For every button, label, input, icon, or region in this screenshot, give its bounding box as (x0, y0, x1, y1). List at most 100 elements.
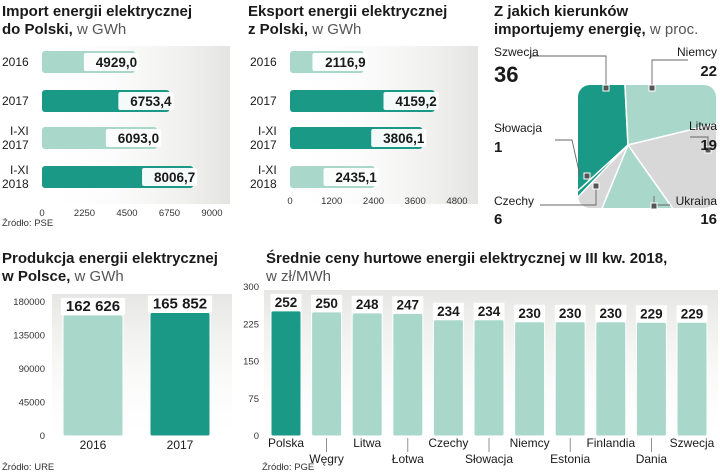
import-bars-value-3: 8006,7 (154, 170, 195, 185)
directions-leader-0 (530, 55, 607, 88)
directions-title-line1: Z jakich kierunków (494, 3, 629, 20)
export-title-line1: Eksport energii elektrycznej (248, 3, 447, 20)
prices-bars-category-2: Litwa (353, 436, 381, 450)
prices-unit: w zł/MWh (265, 268, 331, 285)
directions-value-0: 36 (494, 62, 518, 87)
export-bars-category-0: 2016 (250, 55, 277, 69)
prices-bars-value-9: 229 (640, 306, 663, 321)
import-title-line2: do Polski, w GWh (2, 21, 126, 38)
directions-slice-5 (578, 144, 629, 208)
export-bars-value-bg-2 (371, 129, 427, 147)
prices-bars-value-6: 230 (518, 306, 541, 321)
production-title-line2: w Polsce, w GWh (1, 268, 124, 285)
import-panel: Import energii elektrycznej do Polski, w… (2, 3, 230, 229)
prices-bars-value-8: 230 (600, 306, 623, 321)
prices-bars-category-7: Estonia (550, 452, 590, 466)
import-bars-category-1: 2017 (2, 94, 29, 108)
production-bars-tick-4: 180000 (13, 297, 45, 308)
import-bars-category-2-l2: 2017 (2, 138, 29, 152)
directions-name-0: Szwecja (494, 45, 539, 59)
import-bars-tick-2: 4500 (116, 208, 137, 219)
directions-leader-2 (690, 136, 709, 150)
directions-value-3: 16 (700, 211, 717, 228)
import-bars-value-bg-3 (142, 168, 198, 186)
prices-bars-value-10: 229 (681, 306, 704, 321)
import-title-line1: Import energii elektrycznej (2, 3, 192, 20)
prices-panel: Średnie ceny hurtowe energii elektryczne… (243, 249, 718, 473)
import-bars-category-3-l1: I-XI (10, 163, 29, 177)
directions-name-4: Czechy (494, 194, 534, 208)
prices-bars-bar-7 (554, 321, 586, 437)
directions-value-1: 22 (700, 63, 717, 80)
production-bars-tick-1: 45000 (19, 398, 45, 409)
prices-bars-category-10: Szwecja (670, 436, 715, 450)
directions-name-2: Litwa (689, 119, 717, 133)
directions-slice-4 (578, 144, 629, 208)
export-bars-category-2-l2: 2017 (250, 138, 277, 152)
import-bars-value-bg-2 (105, 129, 162, 147)
production-source: Źródło: URE (2, 462, 54, 473)
export-bars-tick-1: 1200 (321, 196, 342, 207)
directions-name-5: Słowacja (494, 121, 542, 135)
prices-bars-bar-5 (473, 319, 505, 437)
directions-value-2: 19 (700, 137, 717, 154)
prices-bars-value-1: 250 (315, 296, 338, 311)
directions-leader-5 (555, 139, 581, 177)
prices-title: Średnie ceny hurtowe energii elektryczne… (266, 249, 667, 267)
production-bars-tick-0: 0 (40, 431, 45, 442)
directions-marker-0 (602, 84, 610, 92)
export-bars-tick-3: 3600 (405, 196, 426, 207)
directions-slice-1 (620, 85, 716, 146)
export-bars-tick-0: 0 (287, 196, 292, 207)
import-bars-tick-3: 6750 (159, 208, 180, 219)
export-bars-category-3-l1: I-XI (258, 163, 277, 177)
prices-bars-value-3: 247 (397, 297, 420, 312)
export-bars-category-2-l1: I-XI (258, 124, 277, 138)
import-bars-tick-4: 9000 (201, 208, 222, 219)
production-bars-value-0: 162 626 (66, 298, 120, 315)
production-bars-category-1: 2017 (167, 438, 194, 452)
directions-slice-2 (626, 111, 716, 208)
prices-source: Źródło: PGE (262, 462, 314, 473)
directions-panel: Z jakich kierunków importujemy energię, … (494, 3, 717, 228)
prices-bars-bar-0 (270, 310, 302, 437)
prices-bars-bar-2 (351, 312, 383, 437)
prices-bars-value-bg-6 (514, 304, 546, 322)
prices-bars-category-9: Dania (636, 452, 668, 466)
import-bars-value-bg-0 (83, 53, 140, 71)
prices-bars-value-bg-0 (270, 293, 302, 311)
export-panel: Eksport energii elektrycznej z Polski, w… (248, 3, 478, 207)
directions-name-1: Niemcy (677, 45, 717, 59)
production-bars-tick-2: 90000 (19, 364, 45, 375)
import-bars-value-2: 6093,0 (118, 131, 159, 146)
directions-leader-4 (540, 186, 597, 206)
production-panel: Produkcja energii elektrycznej w Polsce,… (1, 250, 232, 473)
import-bars-value-0: 4929,0 (96, 55, 137, 70)
directions-title-line2: importujemy energię, w proc. (494, 21, 698, 38)
import-bars-value-1: 6753,4 (130, 94, 172, 109)
prices-bars-tick-2: 150 (243, 357, 259, 368)
import-bars-category-0: 2016 (2, 55, 29, 69)
prices-bars-category-0: Polska (268, 436, 304, 450)
export-bars-value-3: 2435,1 (335, 170, 377, 185)
directions-value-4: 6 (494, 211, 502, 228)
production-bars-category-0: 2016 (80, 438, 107, 452)
prices-bars-category-6: Niemcy (510, 436, 550, 450)
import-bars-tick-1: 2250 (74, 208, 95, 219)
prices-bars-category-5: Słowacja (465, 452, 513, 466)
prices-bars-bar-8 (595, 321, 627, 437)
export-bars-value-0: 2116,9 (325, 55, 366, 70)
export-bars-tick-4: 4800 (446, 196, 467, 207)
export-bars-value-bg-1 (383, 92, 439, 110)
prices-bars-value-bg-2 (351, 295, 383, 313)
prices-bars-bar-6 (514, 321, 546, 437)
directions-marker-4 (592, 182, 600, 190)
directions-marker-2 (704, 146, 712, 154)
directions-marker-3 (650, 202, 658, 210)
production-bars-bar-1 (149, 312, 211, 437)
import-bars-category-2-l1: I-XI (10, 124, 29, 138)
export-bars-category-3-l2: 2018 (250, 177, 277, 191)
prices-bars-category-3: Łotwa (392, 452, 424, 466)
prices-bars-tick-3: 225 (243, 319, 259, 330)
prices-bars-bar-4 (432, 319, 464, 437)
